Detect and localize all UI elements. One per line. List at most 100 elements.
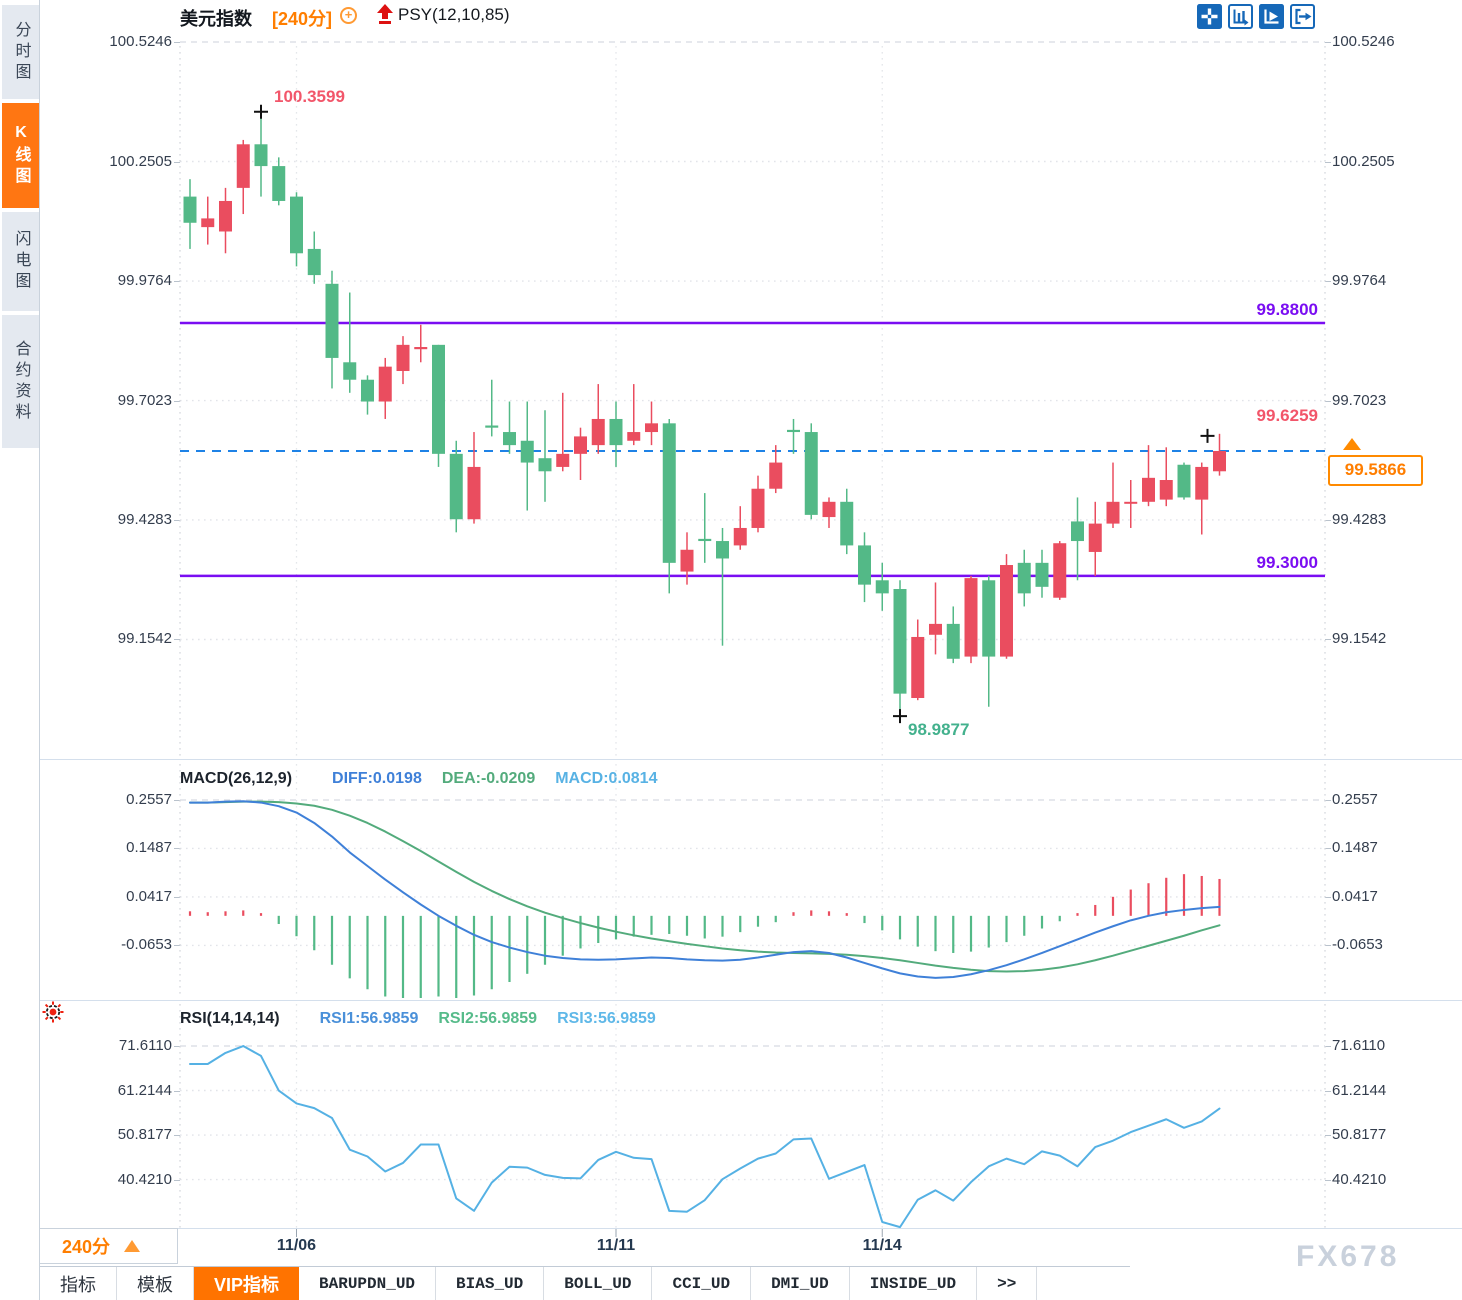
tab-barupdn-ud[interactable]: BARUPDN_UD bbox=[299, 1267, 437, 1300]
rsi-tick-left: 40.4210 bbox=[117, 1170, 172, 1188]
candle-body bbox=[858, 545, 871, 585]
tick-mark bbox=[174, 1046, 180, 1047]
macd-tick-right: 0.2557 bbox=[1332, 791, 1378, 808]
candle-body bbox=[467, 466, 481, 520]
candle-body bbox=[538, 458, 552, 472]
tab-cci-ud[interactable]: CCI_UD bbox=[652, 1267, 752, 1300]
candle-body bbox=[361, 379, 374, 402]
tick-mark bbox=[174, 519, 180, 521]
candle-body bbox=[840, 501, 854, 546]
cursor-chart-icon[interactable] bbox=[1259, 4, 1284, 29]
price-tick-left: 100.5246 bbox=[109, 33, 172, 50]
tab-dmi-ud[interactable]: DMI_UD bbox=[751, 1267, 850, 1300]
candle-body bbox=[662, 423, 676, 563]
legend-value: RSI2:56.9859 bbox=[438, 1010, 538, 1027]
candle-body bbox=[272, 166, 286, 201]
sidebar: 分时图 K线图闪电图合约资料 bbox=[0, 0, 40, 1300]
macd-tick-right: 0.1487 bbox=[1332, 839, 1378, 857]
rsi-tick-right: 71.6110 bbox=[1332, 1037, 1386, 1054]
tick-mark bbox=[174, 400, 180, 402]
tab-indicator[interactable]: 指标 bbox=[40, 1267, 117, 1300]
indicator-sun-icon[interactable] bbox=[42, 1001, 64, 1023]
candle-body bbox=[733, 527, 747, 546]
tick-mark bbox=[174, 945, 180, 947]
macd-tick-right: 0.0417 bbox=[1332, 887, 1378, 905]
macd-pane-header: MACD(26,12,9) DIFF:0.0198 DEA:-0.0209 MACD:… bbox=[180, 770, 657, 788]
sidebar-item-flash-chart[interactable]: 闪电图 bbox=[2, 212, 39, 311]
candle-body bbox=[1195, 466, 1209, 500]
header: 美元指数 [240分] + PSY(12,10,85) bbox=[40, 0, 1462, 30]
candle-body bbox=[698, 538, 712, 542]
low-price-label: 98.9877 bbox=[908, 720, 970, 740]
hline-upper-label: 99.8800 bbox=[1256, 300, 1318, 320]
tab-bias-ud[interactable]: BIAS_UD bbox=[436, 1267, 545, 1300]
price-tick-right: 100.5246 bbox=[1332, 33, 1395, 50]
pane-separator bbox=[40, 759, 1462, 760]
low-marker bbox=[893, 709, 907, 724]
period-button[interactable]: 240分 bbox=[40, 1228, 178, 1264]
tick-mark bbox=[1325, 1135, 1331, 1137]
price-tick-right: 99.1542 bbox=[1332, 630, 1387, 648]
tick-mark bbox=[1325, 400, 1331, 402]
add-indicator-icon[interactable]: + bbox=[340, 7, 357, 24]
candle-body bbox=[201, 218, 215, 228]
tick-mark bbox=[174, 42, 180, 43]
candle-body bbox=[751, 488, 765, 528]
period-button-label: 240分 bbox=[62, 1237, 111, 1257]
candle-body bbox=[929, 623, 942, 635]
candle-body bbox=[1017, 562, 1031, 594]
candle-body bbox=[325, 283, 339, 358]
tick-mark bbox=[1325, 42, 1331, 43]
candle-body bbox=[236, 144, 250, 188]
candle-body bbox=[1159, 480, 1173, 500]
price-tick-left: 99.9764 bbox=[117, 272, 172, 289]
arrow-up-icon bbox=[377, 4, 393, 24]
candle-body bbox=[1053, 543, 1067, 598]
tick-mark bbox=[174, 896, 180, 898]
pane-separator bbox=[40, 1228, 1462, 1229]
tab-more[interactable]: >> bbox=[977, 1267, 1038, 1300]
candle-body bbox=[680, 549, 694, 572]
last-marker bbox=[1200, 428, 1215, 443]
move-out-icon[interactable] bbox=[1290, 4, 1315, 29]
macd-tick-left: -0.0653 bbox=[121, 936, 172, 954]
tab-inside-ud[interactable]: INSIDE_UD bbox=[849, 1267, 978, 1300]
axis-scale-icon[interactable] bbox=[1228, 4, 1253, 29]
tab-vip-indicator[interactable]: VIP指标 bbox=[194, 1267, 300, 1300]
sidebar-item-candle-chart[interactable]: K线图 bbox=[2, 103, 39, 208]
rsi-tick-left: 71.6110 bbox=[118, 1037, 172, 1054]
pane-separator bbox=[40, 1000, 1462, 1001]
tab-template[interactable]: 模板 bbox=[117, 1267, 194, 1300]
tick-mark bbox=[1325, 800, 1331, 801]
candle-body bbox=[449, 453, 463, 520]
legend-value: RSI1:56.9859 bbox=[319, 1010, 419, 1027]
tick-mark bbox=[1325, 1179, 1331, 1181]
price-tag-arrow-icon bbox=[1343, 437, 1361, 450]
price-tick-right: 99.9764 bbox=[1332, 272, 1387, 289]
period-chip[interactable]: [240分] bbox=[272, 9, 333, 29]
price-tick-left: 99.4283 bbox=[117, 510, 172, 528]
tick-mark bbox=[1325, 945, 1331, 947]
sidebar-item-contract-info[interactable]: 合约资料 bbox=[2, 315, 39, 448]
tick-mark bbox=[1325, 896, 1331, 898]
pan-tool-icon[interactable] bbox=[1197, 4, 1222, 29]
candle-body bbox=[1142, 477, 1155, 502]
tick-mark bbox=[1325, 161, 1331, 163]
tick-mark bbox=[174, 1135, 180, 1137]
rsi-tick-right: 50.8177 bbox=[1332, 1126, 1387, 1144]
candle-body bbox=[574, 436, 587, 454]
rsi-line bbox=[189, 1045, 1221, 1229]
tick-mark bbox=[174, 281, 180, 282]
candle-body bbox=[254, 144, 268, 167]
candle-body bbox=[1000, 565, 1013, 657]
tab-boll-ud[interactable]: BOLL_UD bbox=[544, 1267, 653, 1300]
sidebar-item-time-chart[interactable]: 分时图 bbox=[2, 5, 39, 99]
candle-body bbox=[503, 432, 516, 446]
tick-mark bbox=[1325, 1046, 1331, 1047]
tabbar-border bbox=[0, 1266, 1130, 1267]
candle-body bbox=[556, 453, 570, 467]
candle-body bbox=[219, 200, 232, 232]
macd-title: MACD(26,12,9) bbox=[180, 770, 293, 787]
price-tick-left: 99.1542 bbox=[117, 630, 172, 648]
